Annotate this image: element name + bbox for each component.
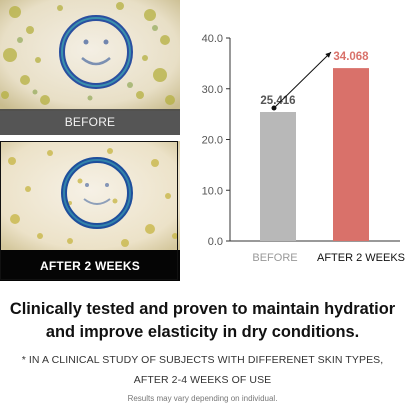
headline-line-2: and improve elasticity in dry conditions… [45,323,360,341]
chart-svg: 0.0 10.0 20.0 30.0 40.0 25.416 BEFORE 34.068 AFT… [202,33,405,264]
y-tick-label: 0.0 [208,236,223,248]
bar-before [260,112,296,242]
category-label-after: AFTER 2 WEEKS [317,252,405,264]
category-label-before: BEFORE [252,252,297,264]
after-photo-panel [0,141,180,281]
headline: Clinically tested and proven to maintain… [0,298,405,344]
y-tick-label: 30.0 [202,84,223,96]
bar-after [333,68,369,241]
results-disclaimer: Results may vary depending on individual… [127,394,278,403]
y-tick-label: 10.0 [202,185,223,197]
trend-arrow-head [325,52,331,58]
y-tick-label: 20.0 [202,135,223,147]
after-caption: AFTER 2 WEEKS [0,250,180,281]
y-tick-label: 40.0 [202,33,223,45]
value-label-after: 34.068 [333,51,369,63]
study-note-line-2: AFTER 2-4 WEEKS OF USE [133,374,272,386]
before-photo-panel: BEFORE [0,0,180,135]
value-label-before: 25.416 [260,95,295,107]
headline-line-1: Clinically tested and proven to maintain… [9,300,396,318]
before-skin-photo [0,0,180,111]
hydration-bar-chart: 0.0 10.0 20.0 30.0 40.0 25.416 BEFORE 34.068 AFT… [190,20,405,270]
study-note-line-1: * IN A CLINICAL STUDY OF SUBJECTS WITH D… [21,354,384,366]
trend-arrow-line [273,51,332,109]
before-caption: BEFORE [0,109,180,135]
after-photo-frame [0,141,178,280]
after-skin-photo [0,141,180,251]
